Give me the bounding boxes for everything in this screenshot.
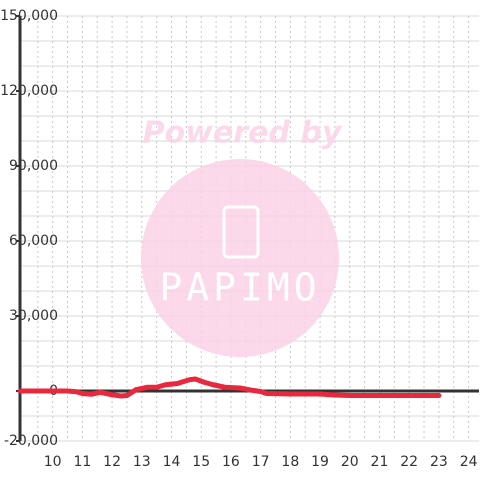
- x-tick-label: 11: [73, 454, 91, 470]
- plot: -20,000030,00060,00090,000120,000150,000…: [0, 8, 479, 470]
- y-tick-label: 30,000: [9, 308, 58, 324]
- line-series: [17, 376, 442, 399]
- y-tick-label: 150,000: [0, 8, 58, 24]
- x-tick-label: 18: [281, 454, 299, 470]
- y-tick-label: 120,000: [0, 83, 58, 99]
- x-tick-label: 19: [311, 454, 329, 470]
- x-tick-label: 15: [192, 454, 210, 470]
- y-tick-label: 90,000: [9, 158, 58, 174]
- watermark-top: Powered by: [143, 116, 343, 151]
- x-tick-label: 24: [460, 454, 478, 470]
- watermark: Powered by PAPIMO: [141, 116, 343, 357]
- x-tick-label: 23: [430, 454, 448, 470]
- x-tick-label: 17: [252, 454, 270, 470]
- phone-icon: [222, 205, 260, 259]
- x-tick-label: 14: [163, 454, 181, 470]
- y-tick-label: 60,000: [9, 233, 58, 249]
- x-tick-label: 20: [341, 454, 359, 470]
- x-tick-label: 22: [400, 454, 418, 470]
- x-tick-label: 13: [133, 454, 151, 470]
- x-tick-label: 12: [103, 454, 121, 470]
- x-tick-label: 10: [44, 454, 62, 470]
- grid-layer: [20, 15, 479, 442]
- x-tick-label: 16: [222, 454, 240, 470]
- y-tick-label: -20,000: [4, 433, 58, 449]
- x-tick-label: 21: [371, 454, 389, 470]
- watermark-brand: PAPIMO: [159, 266, 320, 310]
